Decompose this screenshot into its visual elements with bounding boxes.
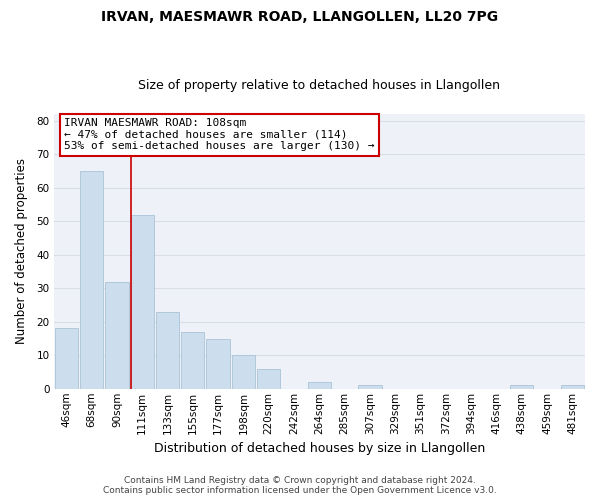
Y-axis label: Number of detached properties: Number of detached properties (15, 158, 28, 344)
Bar (131, 214, 154, 389)
Title: Size of property relative to detached houses in Llangollen: Size of property relative to detached ho… (139, 79, 500, 92)
Bar (232, 356, 255, 389)
Bar (510, 386, 533, 389)
Bar (358, 386, 382, 389)
Bar (55, 328, 78, 389)
Bar (257, 368, 280, 389)
Bar (308, 382, 331, 389)
Bar (105, 282, 128, 389)
X-axis label: Distribution of detached houses by size in Llangollen: Distribution of detached houses by size … (154, 442, 485, 455)
Bar (156, 312, 179, 389)
Bar (206, 338, 230, 389)
Bar (181, 332, 205, 389)
Bar (561, 386, 584, 389)
Bar (80, 171, 103, 389)
Text: Contains HM Land Registry data © Crown copyright and database right 2024.
Contai: Contains HM Land Registry data © Crown c… (103, 476, 497, 495)
Text: IRVAN MAESMAWR ROAD: 108sqm
← 47% of detached houses are smaller (114)
53% of se: IRVAN MAESMAWR ROAD: 108sqm ← 47% of det… (64, 118, 375, 152)
Text: IRVAN, MAESMAWR ROAD, LLANGOLLEN, LL20 7PG: IRVAN, MAESMAWR ROAD, LLANGOLLEN, LL20 7… (101, 10, 499, 24)
